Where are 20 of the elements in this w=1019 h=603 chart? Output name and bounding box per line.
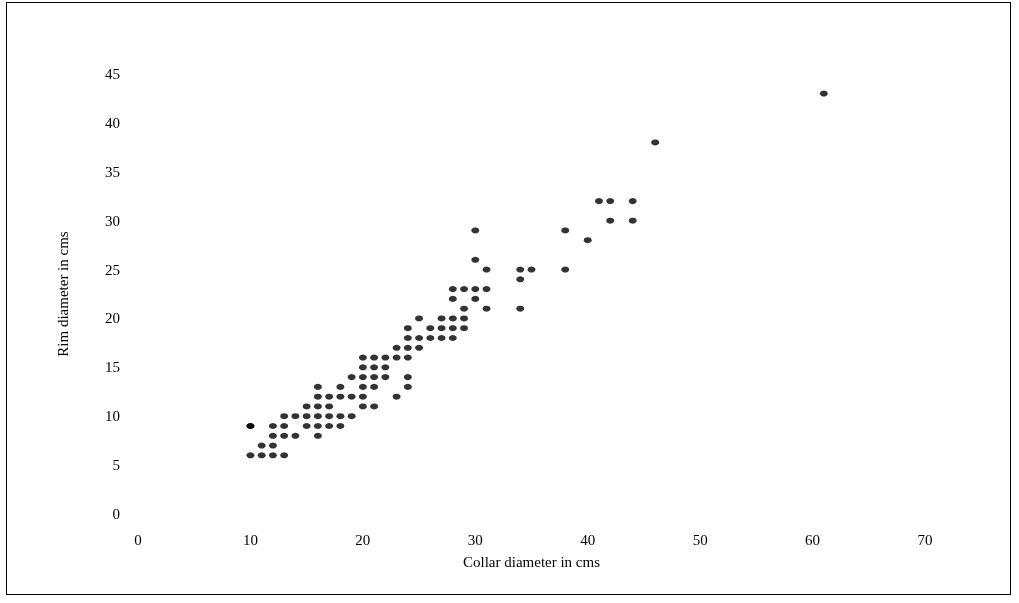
x-tick-label: 70 bbox=[917, 531, 933, 548]
x-axis-title: Collar diameter in cms bbox=[462, 553, 601, 570]
x-tick-label: 20 bbox=[355, 531, 371, 548]
x-tick-label: 60 bbox=[805, 531, 821, 548]
y-tick-label: 15 bbox=[105, 359, 120, 376]
y-tick-label: 25 bbox=[105, 261, 120, 278]
x-tick-label: 50 bbox=[692, 531, 708, 548]
y-tick-label: 5 bbox=[112, 457, 120, 474]
x-tick-label: 30 bbox=[467, 531, 483, 548]
y-axis-title: Rim diameter in cms bbox=[54, 231, 71, 357]
y-tick-label: 30 bbox=[105, 212, 120, 229]
x-tick-label: 40 bbox=[580, 531, 596, 548]
y-tick-label: 35 bbox=[105, 163, 120, 180]
y-tick-label: 40 bbox=[105, 114, 120, 131]
y-tick-label: 10 bbox=[105, 408, 120, 425]
x-tick-label: 0 bbox=[134, 531, 142, 548]
y-tick-label: 45 bbox=[105, 66, 120, 82]
x-tick-label: 10 bbox=[242, 531, 258, 548]
y-tick-label: 0 bbox=[112, 506, 120, 522]
y-tick-label: 20 bbox=[105, 310, 120, 327]
